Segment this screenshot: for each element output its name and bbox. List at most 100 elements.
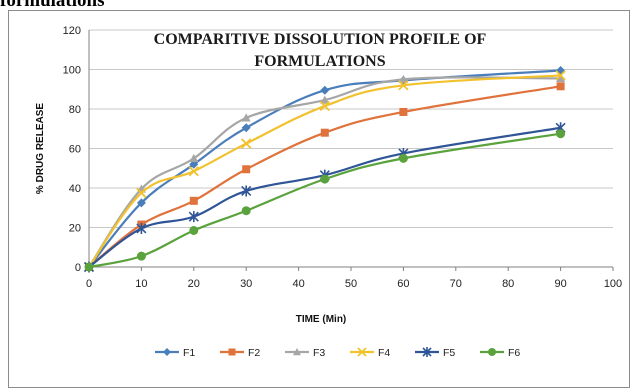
- data-point-F1-30-shape: [241, 123, 251, 133]
- legend-marker-F5: [422, 347, 432, 357]
- data-point-F6-45-shape: [320, 174, 330, 184]
- data-point-F5-30-shape: [241, 185, 252, 197]
- y-tick-label-20: 20: [69, 223, 81, 235]
- data-point-F6-30: [241, 206, 251, 216]
- legend-label-F1: F1: [183, 347, 195, 359]
- y-tick-label-40: 40: [69, 183, 81, 195]
- legend-marker-F4-shape: [357, 347, 367, 357]
- data-point-F3-45-shape: [320, 95, 330, 104]
- legend-item-F1: F1: [155, 347, 195, 359]
- chart-title: COMPARITIVE DISSOLUTION PROFILE OF FORMUL…: [154, 31, 487, 70]
- data-point-F2-20-shape: [189, 196, 198, 205]
- legend-marker-F1-shape: [163, 348, 171, 356]
- data-point-F4-60: [398, 80, 409, 91]
- data-point-F6-60-shape: [398, 153, 408, 163]
- legend-item-F3: F3: [285, 347, 325, 359]
- y-tick-label-80: 80: [69, 104, 81, 116]
- legend-label-F6: F6: [508, 347, 520, 359]
- series-line-F6: [88, 132, 561, 269]
- data-point-F4-10-shape: [136, 187, 147, 199]
- data-point-F6-10-shape: [136, 251, 146, 261]
- data-point-F4-20-shape: [188, 166, 199, 177]
- data-point-F6-20-shape: [189, 225, 199, 235]
- x-tick-label-50: 50: [345, 278, 357, 290]
- data-point-F6-10: [136, 251, 146, 261]
- data-point-F1-20-shape: [189, 159, 199, 169]
- data-point-F3-90-shape: [556, 73, 566, 82]
- data-point-F6-0-shape: [84, 262, 94, 272]
- data-point-F4-30: [241, 138, 252, 149]
- data-point-F6-30-shape: [241, 206, 251, 216]
- y-tick-label-120: 120: [63, 25, 81, 37]
- data-point-F4-20: [188, 166, 199, 177]
- y-axis-title: % DRUG RELEASE: [35, 103, 46, 194]
- data-point-F2-30: [242, 165, 251, 174]
- data-point-F4-60-shape: [398, 80, 409, 91]
- legend-item-F2: F2: [220, 347, 260, 359]
- grid-lines: [89, 29, 613, 228]
- data-point-F3-20: [189, 153, 199, 162]
- x-axis-title: TIME (Min): [296, 314, 347, 325]
- data-point-F6-60: [398, 153, 408, 163]
- data-point-F5-20: [188, 211, 199, 223]
- legend-marker-F5-shape: [422, 347, 432, 357]
- data-point-F4-45-shape: [319, 100, 330, 112]
- legend-marker-F3-shape: [293, 348, 301, 356]
- data-point-F3-45: [320, 95, 330, 104]
- legend-marker-F3: [293, 348, 301, 356]
- data-point-F2-30-shape: [242, 165, 251, 174]
- data-point-F3-90: [556, 73, 566, 82]
- data-point-F2-90: [556, 82, 565, 91]
- legend-marker-F1: [163, 348, 171, 356]
- x-tick-label-40: 40: [292, 278, 304, 290]
- data-point-F6-20: [189, 225, 199, 235]
- data-point-F4-30-shape: [241, 138, 252, 149]
- data-point-F1-20: [189, 159, 199, 169]
- data-point-F2-20: [189, 196, 198, 205]
- data-point-F5-20-shape: [188, 211, 199, 223]
- axes: 0 20 40 60 80 100 120 0 10 20 30 40 50 60 70 80 90 100 TIM…: [35, 25, 622, 325]
- legend-label-F4: F4: [378, 347, 390, 359]
- data-point-F3-60: [398, 74, 408, 83]
- page-heading: formulations: [0, 0, 105, 11]
- legend-item-F6: F6: [480, 347, 520, 359]
- legend-marker-F6-shape: [488, 348, 496, 356]
- data-point-F6-0: [84, 262, 94, 272]
- legend-label-F5: F5: [443, 347, 455, 359]
- x-tick-label-0: 0: [86, 278, 92, 290]
- data-point-F1-10: [136, 198, 146, 208]
- series-lines: [83, 65, 566, 273]
- chart-title-line-2: FORMULATIONS: [254, 53, 385, 70]
- data-point-F2-60: [399, 107, 408, 116]
- legend-item-F5: F5: [415, 347, 455, 359]
- data-point-F3-20-shape: [189, 153, 199, 162]
- data-point-F6-90: [556, 129, 566, 139]
- data-point-F3-30: [241, 113, 251, 122]
- data-point-F1-90-shape: [556, 65, 566, 75]
- x-tick-label-80: 80: [502, 278, 514, 290]
- data-point-F4-45: [319, 100, 330, 112]
- data-point-F2-45-shape: [320, 128, 329, 137]
- x-tick-label-60: 60: [397, 278, 409, 290]
- legend-label-F2: F2: [248, 347, 260, 359]
- data-point-F2-60-shape: [399, 107, 408, 116]
- data-point-F3-60-shape: [398, 74, 408, 83]
- legend-item-F4: F4: [350, 347, 390, 359]
- data-point-F2-45: [320, 128, 329, 137]
- x-tick-label-70: 70: [450, 278, 462, 290]
- x-tick-label-10: 10: [135, 278, 147, 290]
- data-point-F2-90-shape: [556, 82, 565, 91]
- data-point-F5-30: [241, 185, 252, 197]
- data-point-F4-10: [136, 187, 147, 199]
- data-point-F5-10: [136, 222, 147, 234]
- data-point-F3-30-shape: [241, 113, 251, 122]
- y-tick-label-60: 60: [69, 144, 81, 156]
- x-tick-label-90: 90: [554, 278, 566, 290]
- legend-marker-F6: [488, 348, 496, 356]
- legend: F1 F2 F3 F4 F5 F6: [155, 347, 520, 359]
- x-tick-label-100: 100: [604, 278, 622, 290]
- data-point-F1-45: [320, 85, 330, 95]
- data-point-F4-90-shape: [555, 70, 566, 81]
- series-F6: [84, 129, 566, 272]
